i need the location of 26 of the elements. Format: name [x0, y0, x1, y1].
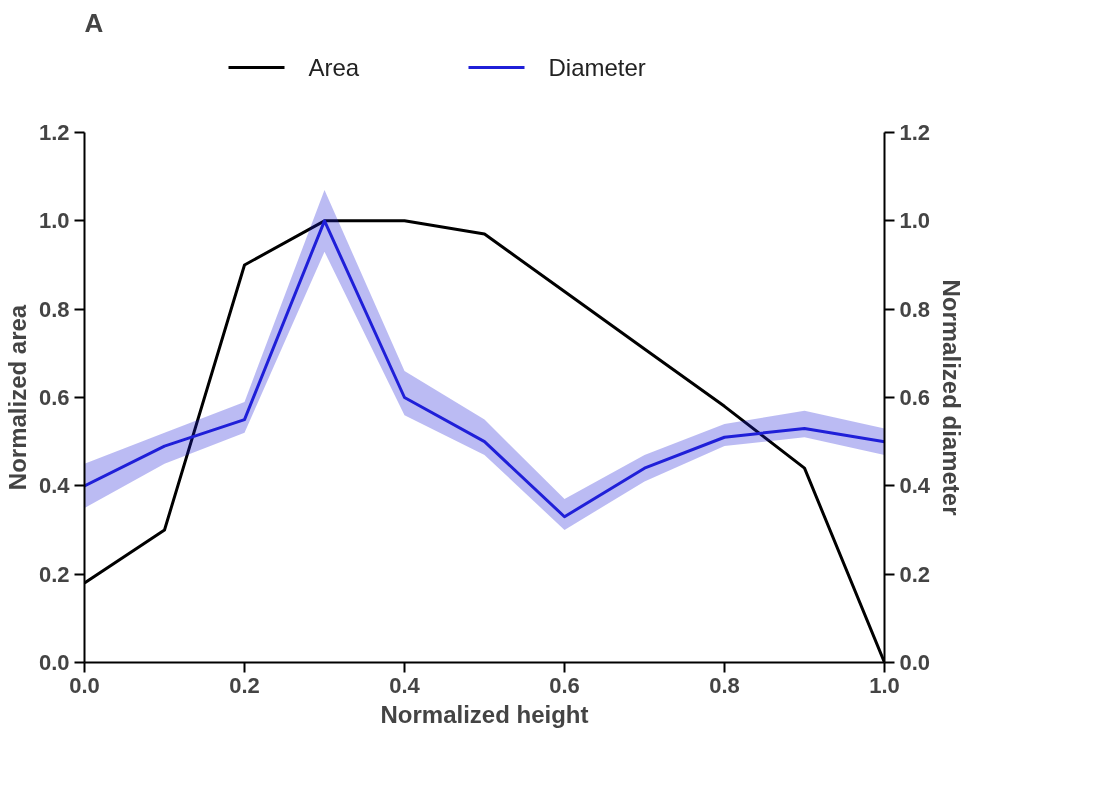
y2-tick-label: 0.4: [899, 473, 931, 499]
x-tick-label: 0.2: [229, 672, 260, 698]
y2-tick-label: 0.6: [899, 385, 931, 410]
y-tick-label: 0.8: [38, 296, 70, 322]
y2-axis-title: Normalized diameter: [938, 279, 966, 516]
x-tick-label: 0.0: [69, 672, 100, 698]
y-tick-label: 0.6: [38, 385, 70, 410]
x-tick-label: 1.0: [869, 672, 900, 698]
y2-tick-label: 1.2: [899, 120, 931, 145]
x-tick-label: 0.6: [549, 672, 580, 698]
legend-label: Diameter: [548, 54, 646, 81]
text: A: [84, 7, 104, 38]
y-tick-label: 0.0: [38, 650, 70, 675]
y-tick-label: 0.2: [38, 561, 70, 587]
y2-tick-label: 1.0: [899, 208, 931, 234]
y-axis-title: Normalized area: [3, 304, 31, 491]
y2-tick-label: 0.0: [899, 650, 931, 675]
y-tick-label: 1.0: [38, 208, 70, 234]
y2-tick-label: 0.8: [899, 296, 931, 322]
legend-label: Area: [308, 54, 360, 81]
x-tick-label: 0.8: [709, 672, 740, 698]
x-tick-label: 0.4: [389, 672, 421, 698]
y2-tick-label: 0.2: [899, 561, 931, 587]
y-tick-label: 1.2: [38, 120, 70, 145]
y-tick-label: 0.4: [38, 473, 71, 499]
x-axis-title: Normalized height: [380, 700, 589, 728]
